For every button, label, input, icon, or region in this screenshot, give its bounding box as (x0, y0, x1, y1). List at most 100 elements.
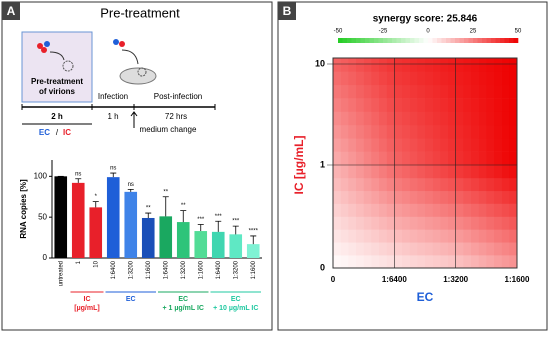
icon (41, 47, 47, 53)
heatmap-cell (455, 229, 464, 243)
heatmap-cell (478, 203, 487, 217)
colorbar-segment (365, 38, 370, 43)
colorbar-segment (464, 38, 469, 43)
colorbar-segment (396, 38, 402, 43)
heatmap-cell (379, 190, 387, 204)
heatmap-cell (402, 190, 410, 204)
heatmap-cell (386, 255, 395, 269)
heatmap-cell (333, 151, 341, 166)
heatmap-cell (463, 138, 472, 152)
heatmap-cell (371, 58, 380, 72)
heatmap-cell (448, 98, 456, 112)
heatmap-cell (455, 124, 464, 139)
heatmap-cell (509, 165, 518, 179)
heatmap-cell (471, 151, 479, 166)
heatmap-cell (379, 124, 387, 139)
heatmap-cell (348, 165, 357, 179)
heatmap-cell (417, 98, 426, 112)
heatmap-cell (463, 124, 472, 139)
heatmap-cell (348, 98, 357, 112)
heatmap-cell (340, 216, 349, 230)
heatmap-cell (371, 124, 380, 139)
bar (211, 231, 225, 258)
heatmap-cell (379, 71, 387, 86)
heatmap-cell (363, 138, 372, 152)
y-axis-label: IC [µg/mL] (292, 136, 306, 195)
heatmap-cell (455, 71, 464, 86)
heatmap-cell (386, 98, 395, 112)
heatmap-cell (509, 138, 518, 152)
heatmap-cell (333, 203, 341, 217)
heatmap-cell (425, 165, 433, 179)
colorbar-segment (450, 38, 456, 43)
y-tick-label: 10 (315, 58, 325, 68)
colorbar-segment (428, 38, 433, 43)
heatmap-cell (440, 138, 449, 152)
heatmap-cell (463, 177, 472, 192)
heatmap-cell (494, 229, 502, 243)
heatmap-cell (440, 165, 449, 179)
heatmap-cell (471, 138, 479, 152)
x-tick-label: 1:3200 (443, 275, 468, 284)
heatmap-cell (425, 255, 433, 269)
heatmap-cell (440, 177, 449, 192)
step-duration: 2 h (51, 112, 63, 121)
heatmap-cell (432, 111, 441, 126)
virion-icon (62, 60, 74, 72)
heatmap-cell (386, 216, 395, 230)
heatmap-cell (402, 255, 410, 269)
colorbar-segment (486, 38, 492, 43)
heatmap-cell (448, 84, 456, 99)
colorbar-segment (401, 38, 406, 43)
x-tick-label: 1:1600 (198, 260, 204, 279)
heatmap-cell (440, 151, 449, 166)
heatmap-cell (432, 124, 441, 139)
heatmap-cell (402, 58, 410, 72)
heatmap-cell (509, 98, 518, 112)
heatmap-cell (509, 177, 518, 192)
heatmap-cell (432, 177, 441, 192)
heatmap-cell (463, 203, 472, 217)
heatmap-cell (494, 71, 502, 86)
heatmap-cell (478, 229, 487, 243)
heatmap-cell (471, 58, 479, 72)
heatmap-cell (417, 190, 426, 204)
heatmap-cell (455, 98, 464, 112)
heatmap-cell (417, 165, 426, 179)
heatmap-cell (348, 124, 357, 139)
heatmap-cell (356, 190, 364, 204)
colorbar-segment (491, 38, 496, 43)
heatmap-cell (402, 177, 410, 192)
heatmap-cell (340, 98, 349, 112)
heatmap-cell (486, 124, 495, 139)
heatmap-cell (486, 84, 495, 99)
heatmap-cell (348, 177, 357, 192)
heatmap-cell (478, 124, 487, 139)
heatmap-cell (386, 151, 395, 166)
heatmap-cell (379, 98, 387, 112)
y-axis-label: RNA copies [%] (19, 179, 28, 239)
heatmap-cell (386, 190, 395, 204)
heatmap-cell (379, 177, 387, 192)
group-label: + 10 µg/mL IC (213, 305, 258, 312)
heatmap-cell (486, 229, 495, 243)
significance-label: *** (197, 217, 205, 223)
heatmap-cell (494, 124, 502, 139)
heatmap-cell (417, 138, 426, 152)
x-tick-label: 1:1600 (251, 260, 257, 279)
heatmap-cell (478, 242, 487, 256)
error-bar (127, 189, 134, 192)
heatmap-cell (386, 111, 395, 126)
heatmap-cell (356, 124, 364, 139)
heatmap-cell (402, 84, 410, 99)
heatmap-cell (432, 71, 441, 86)
heatmap-cell (348, 151, 357, 166)
heatmap-cell (432, 242, 441, 256)
heatmap-cell (386, 58, 395, 72)
heatmap-cell (379, 165, 387, 179)
heatmap-cell (363, 111, 372, 126)
heatmap-cell (440, 111, 449, 126)
heatmap-cell (402, 98, 410, 112)
panel-label: B (283, 4, 292, 18)
heatmap-cell (486, 203, 495, 217)
